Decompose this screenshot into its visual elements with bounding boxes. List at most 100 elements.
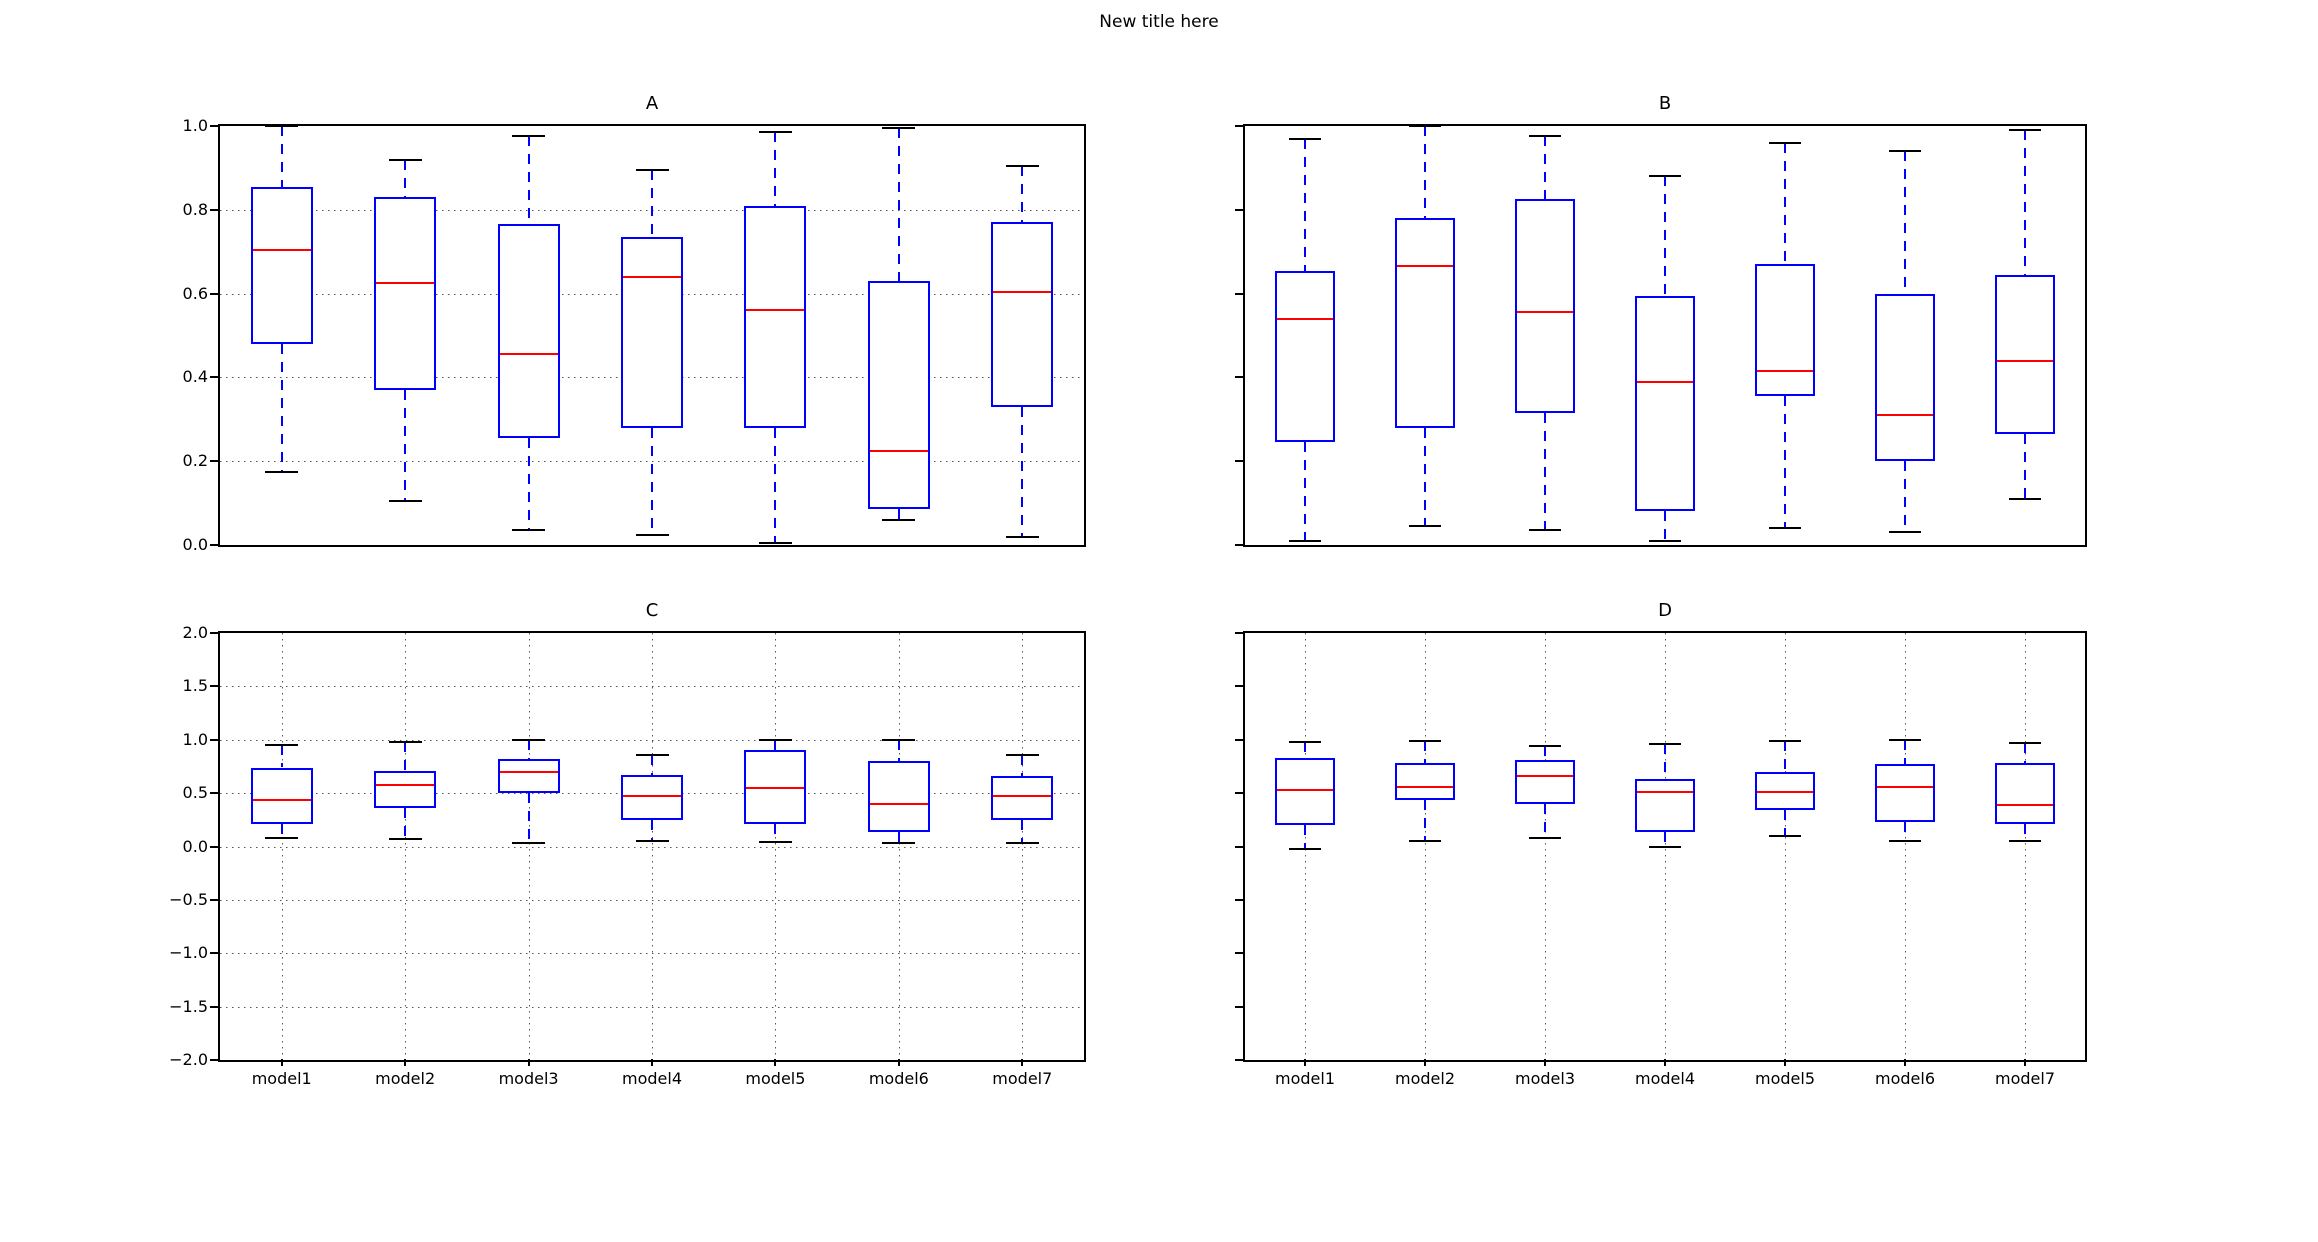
- box-model6: [1875, 293, 1935, 462]
- box-model5: [1755, 264, 1815, 397]
- median-model6: [1877, 785, 1933, 788]
- lower-whisker: [2024, 824, 2026, 842]
- upper-whisker: [1904, 151, 1906, 294]
- median-model2: [1397, 785, 1453, 788]
- y-tick-mark: [210, 1005, 218, 1008]
- x-tick-label: model6: [1875, 1069, 1935, 1088]
- upper-cap: [388, 158, 422, 161]
- x-tick-mark: [280, 1059, 283, 1066]
- v-gridline: [405, 633, 406, 1060]
- upper-cap: [635, 168, 669, 171]
- y-tick-mark: [210, 952, 218, 955]
- subplot-b-axes: [1235, 124, 2087, 547]
- y-tick-label: 1.0: [182, 729, 208, 749]
- lower-whisker: [897, 832, 900, 844]
- y-tick-label: −0.5: [169, 889, 208, 909]
- lower-whisker: [280, 824, 283, 838]
- subplot-c-axes: 2.0 1.5 1.0 0.5 0.0 −0.5 −1.0 −1.5 −2.0 model1 mod…: [169, 624, 1086, 1088]
- lower-whisker: [651, 819, 653, 842]
- median-model3: [499, 353, 558, 356]
- box-model4: [1635, 779, 1695, 832]
- x-tick-mark: [527, 1059, 530, 1066]
- upper-cap: [388, 741, 422, 744]
- upper-whisker: [2024, 130, 2026, 275]
- upper-cap: [1649, 743, 1681, 746]
- v-gridline: [775, 633, 776, 1060]
- lower-whisker: [774, 427, 777, 543]
- y-tick-mark: [210, 632, 218, 634]
- lower-whisker: [1544, 413, 1546, 531]
- upper-cap: [265, 125, 299, 127]
- v-gridline: [2025, 633, 2026, 1060]
- y-tick-mark: [1235, 685, 1243, 688]
- lower-cap: [388, 500, 422, 502]
- upper-whisker: [774, 739, 777, 751]
- y-tick-label: 1.5: [182, 676, 208, 696]
- upper-whisker: [1784, 142, 1786, 265]
- lower-cap: [1005, 535, 1039, 538]
- box-model2: [1395, 763, 1455, 800]
- y-tick-mark: [1235, 544, 1243, 546]
- box-model7: [991, 222, 1054, 407]
- lower-cap: [1289, 539, 1321, 542]
- subplot-a-title: A: [645, 93, 659, 114]
- upper-whisker: [280, 126, 283, 187]
- v-gridline: [1425, 633, 1426, 1060]
- y-tick-label: 2.0: [182, 623, 208, 642]
- lower-cap: [758, 840, 792, 843]
- lower-whisker: [1424, 799, 1426, 842]
- upper-whisker: [1424, 740, 1426, 764]
- lower-cap: [512, 841, 546, 844]
- upper-whisker: [1304, 138, 1306, 271]
- upper-whisker: [1544, 746, 1546, 761]
- median-model4: [623, 795, 681, 798]
- y-tick-mark: [1235, 1005, 1243, 1008]
- x-tick-label: model2: [1395, 1069, 1455, 1088]
- box-model2: [374, 197, 437, 390]
- x-tick-label: model1: [251, 1069, 312, 1088]
- y-tick-label: −2.0: [169, 1050, 208, 1069]
- median-model1: [252, 799, 311, 802]
- lower-whisker: [1021, 819, 1024, 843]
- y-tick-label: 1.0: [182, 116, 208, 135]
- y-tick-mark: [1235, 376, 1243, 379]
- x-tick-label: model2: [375, 1069, 436, 1088]
- upper-cap: [265, 744, 299, 747]
- box-model3: [497, 224, 560, 439]
- upper-whisker: [404, 159, 407, 198]
- y-tick-mark: [210, 460, 218, 463]
- lower-whisker: [404, 389, 407, 501]
- subplot-d-axes: model1 model2 model3 model4 model5 model6 mode…: [1235, 631, 2087, 1088]
- y-tick-mark: [210, 292, 218, 295]
- v-gridline: [282, 633, 283, 1060]
- upper-cap: [1649, 175, 1681, 178]
- upper-whisker: [651, 755, 653, 775]
- box-model2: [1395, 218, 1455, 428]
- y-tick-mark: [210, 1059, 218, 1061]
- upper-whisker: [897, 739, 900, 762]
- subplot-d-title: D: [1658, 600, 1672, 621]
- x-tick-mark: [2024, 1059, 2026, 1066]
- lower-whisker: [1304, 825, 1306, 849]
- box-model4: [621, 774, 683, 820]
- lower-whisker: [280, 343, 283, 472]
- subplot-a-axes: 0.0 0.2 0.4 0.6 0.8 1.0: [183, 117, 1086, 554]
- lower-cap: [1649, 539, 1681, 542]
- median-model4: [1637, 791, 1693, 794]
- upper-whisker: [2024, 742, 2026, 764]
- upper-cap: [1769, 141, 1801, 144]
- median-model1: [252, 248, 311, 251]
- lower-cap: [635, 840, 669, 843]
- median-model6: [1877, 414, 1933, 417]
- lower-cap: [2009, 840, 2041, 843]
- box-model7: [991, 776, 1054, 820]
- median-model6: [869, 449, 928, 452]
- median-model1: [1277, 788, 1333, 791]
- box-model6: [1875, 764, 1935, 822]
- upper-whisker: [774, 132, 777, 206]
- lower-cap: [1529, 529, 1561, 532]
- lower-cap: [635, 533, 669, 536]
- x-tick-mark: [1424, 1059, 1426, 1066]
- v-gridline: [529, 633, 530, 1060]
